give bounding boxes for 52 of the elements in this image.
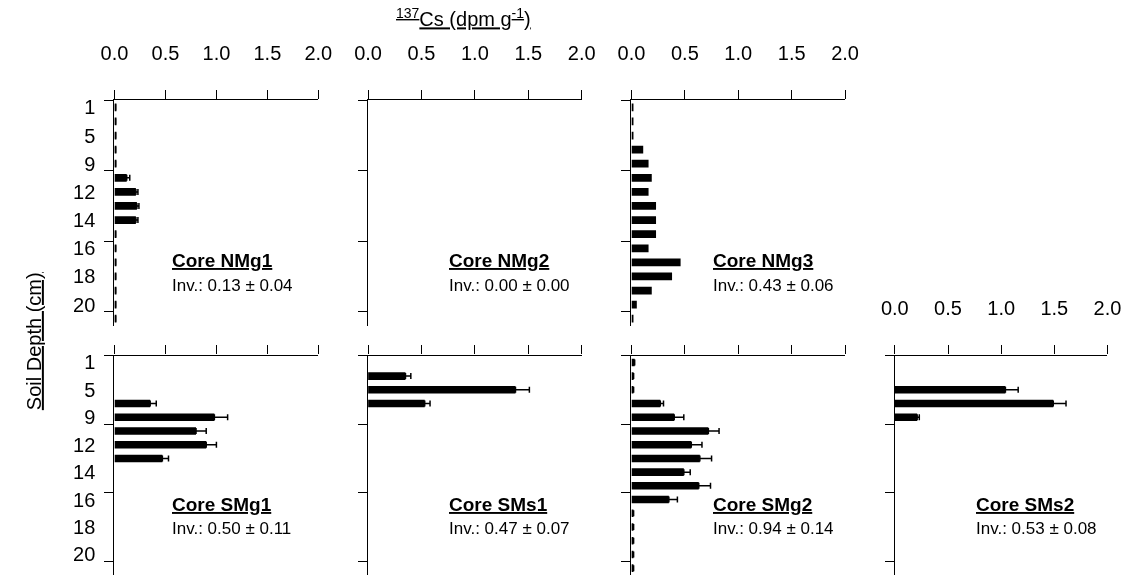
x-tick-label: 2.0 <box>304 42 333 65</box>
y-tick-label: 5 <box>84 378 96 401</box>
x-tick-label: 0.5 <box>934 297 962 320</box>
y-tick-label: 14 <box>73 461 96 484</box>
y-tick-label: 14 <box>73 209 96 232</box>
x-tick-label: 2.0 <box>1093 297 1122 320</box>
annotation: Core SMs2 <box>976 494 1075 515</box>
y-tick-label: 20 <box>73 293 96 316</box>
x-tick-label: 1.0 <box>461 42 489 65</box>
y-tick-label: 12 <box>73 433 96 456</box>
x-tick-label: 0.5 <box>670 42 699 65</box>
annotation: Core SMg2 <box>713 494 813 515</box>
x-tick-label: 1.0 <box>202 42 231 65</box>
y-tick-label: 16 <box>73 488 96 511</box>
y-tick-label: 12 <box>73 180 96 203</box>
y-tick-label: 18 <box>73 265 96 288</box>
annotation: Inv.: 0.94 ± 0.14 <box>713 519 834 538</box>
annotation: Core NMg3 <box>713 250 814 271</box>
annotation: Core NMg2 <box>449 250 550 271</box>
y-axis-title: Soil Depth (cm) <box>22 272 45 411</box>
x-tick-label: 0.5 <box>151 42 180 65</box>
x-tick-label: 1.5 <box>253 42 282 65</box>
x-tick-label: 0.0 <box>354 42 382 65</box>
y-tick-label: 18 <box>73 516 96 538</box>
y-tick-label: 5 <box>84 124 96 147</box>
y-tick-label: 9 <box>84 406 96 429</box>
annotation: Inv.: 0.47 ± 0.07 <box>449 519 570 538</box>
x-tick-label: 0.0 <box>617 42 646 65</box>
annotation: Core NMg1 <box>172 250 273 271</box>
y-tick-label: 1 <box>84 96 96 119</box>
annotation: Inv.: 0.00 ± 0.00 <box>449 276 570 295</box>
x-tick-label: 0.0 <box>880 297 909 320</box>
annotation: Inv.: 0.53 ± 0.08 <box>976 519 1097 538</box>
y-tick-label: 9 <box>84 152 96 175</box>
annotation: Inv.: 0.50 ± 0.11 <box>172 519 292 538</box>
x-tick-label: 2.0 <box>567 42 596 65</box>
annotation: Inv.: 0.13 ± 0.04 <box>172 276 293 295</box>
x-tick-label: 1.5 <box>514 42 543 65</box>
x-tick-label: 1.5 <box>1040 297 1069 320</box>
annotation: Core SMs1 <box>449 494 548 515</box>
x-tick-label: 0.0 <box>100 42 129 65</box>
x-axis-title: $^{137}$Cs (dpm g$^{-1}$) <box>396 5 531 31</box>
x-tick-label: 1.5 <box>777 42 806 65</box>
y-tick-label: 1 <box>84 351 96 374</box>
x-tick-label: 1.0 <box>987 297 1016 320</box>
annotation: Inv.: 0.43 ± 0.06 <box>713 276 834 295</box>
x-tick-label: 2.0 <box>831 42 859 65</box>
y-tick-label: 16 <box>73 237 96 260</box>
x-tick-label: 1.0 <box>724 42 753 65</box>
y-tick-label: 20 <box>73 543 96 566</box>
annotation: Core SMg1 <box>172 494 272 515</box>
x-tick-label: 0.5 <box>407 42 436 65</box>
